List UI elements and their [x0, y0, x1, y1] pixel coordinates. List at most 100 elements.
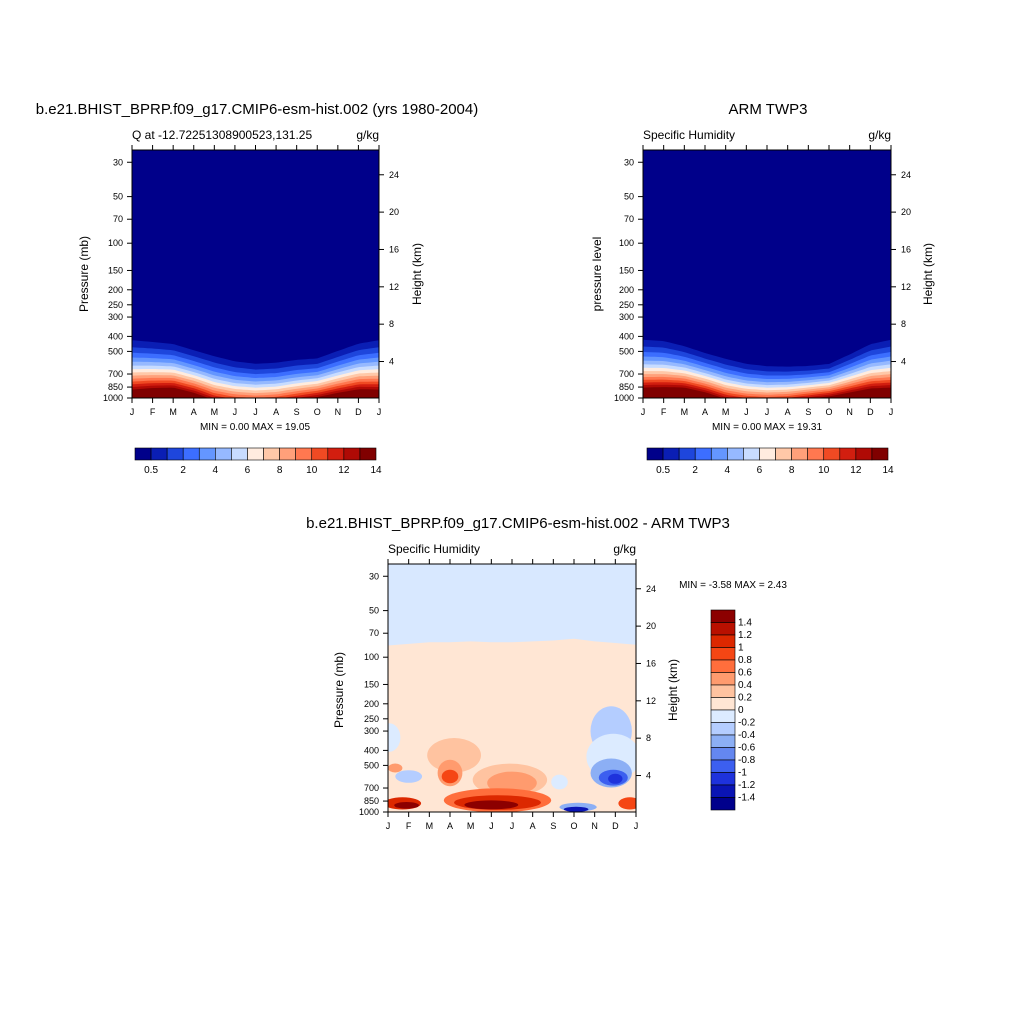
pressure-tick-label: 300 [364, 726, 379, 736]
colorbar-swatch [710, 722, 736, 736]
colorbar-swatch [198, 447, 216, 461]
panel-obs-ylabel: pressure level [590, 237, 604, 312]
pressure-tick-label: 70 [369, 628, 379, 638]
height-tick-label: 16 [646, 658, 656, 668]
height-tick-label: 4 [389, 357, 394, 367]
pressure-tick-label: 150 [108, 265, 123, 275]
height-tick-label: 8 [901, 319, 906, 329]
colorbar-label: 10 [818, 465, 830, 476]
diff-contour-region [388, 723, 401, 752]
diff-contour-region [618, 797, 636, 810]
panel-diff-ylabel-right: Height (km) [666, 659, 680, 721]
diff-contour-region [464, 800, 519, 810]
month-label: A [191, 407, 197, 417]
month-label: J [253, 407, 258, 417]
month-label: J [744, 407, 749, 417]
pressure-tick-label: 700 [364, 783, 379, 793]
colorbar-swatch [823, 447, 841, 461]
month-label: F [661, 407, 667, 417]
pressure-tick-label: 700 [619, 369, 634, 379]
colorbar-label: 2 [180, 465, 186, 476]
month-label: N [335, 407, 342, 417]
month-label: D [612, 821, 619, 831]
pressure-tick-label: 30 [113, 157, 123, 167]
month-label: F [406, 821, 412, 831]
month-label: A [702, 407, 708, 417]
month-label: J [386, 821, 391, 831]
colorbar-swatch [710, 709, 736, 723]
month-label: N [846, 407, 853, 417]
pressure-tick-label: 50 [624, 192, 634, 202]
pressure-tick-label: 1000 [359, 807, 379, 817]
pressure-tick-label: 150 [619, 265, 634, 275]
colorbar-label: 8 [277, 465, 283, 476]
colorbar-swatch [871, 447, 889, 461]
colorbar-swatch [791, 447, 808, 461]
panel-obs-stats: MIN = 0.00 MAX = 19.31 [712, 422, 822, 433]
panel-model-ylabel-right: Height (km) [410, 243, 424, 305]
colorbar-label: -1 [738, 768, 747, 779]
colorbar-label: 0.4 [738, 680, 752, 691]
pressure-tick-label: 50 [369, 606, 379, 616]
pressure-tick-label: 70 [624, 214, 634, 224]
colorbar-swatch [710, 759, 736, 773]
colorbar-swatch [727, 447, 744, 461]
colorbar-label: 6 [757, 465, 763, 476]
panel-diff: b.e21.BHIST_BPRP.f09_g17.CMIP6-esm-hist.… [306, 515, 787, 831]
month-label: D [867, 407, 874, 417]
height-tick-label: 12 [646, 696, 656, 706]
colorbar-label: 4 [725, 465, 731, 476]
month-label: J [233, 407, 238, 417]
diff-contour-region [563, 806, 589, 812]
colorbar-swatch [710, 784, 736, 798]
colorbar-label: 0 [738, 705, 744, 716]
pressure-tick-label: 200 [108, 285, 123, 295]
colorbar-swatch [807, 447, 825, 461]
colorbar-swatch [710, 772, 736, 786]
colorbar-label: 2 [692, 465, 698, 476]
colorbar-swatch [775, 447, 792, 461]
pressure-tick-label: 100 [364, 652, 379, 662]
panel-diff-subtitle-left: Specific Humidity [388, 542, 480, 556]
colorbar-label: 0.5 [656, 465, 670, 476]
colorbar-swatch [150, 447, 168, 461]
panel-obs-ylabel-right: Height (km) [921, 243, 935, 305]
panel-diff-contour-field [388, 564, 636, 812]
month-label: M [211, 407, 219, 417]
colorbar-label: 1 [738, 643, 744, 654]
colorbar-label: -1.2 [738, 780, 756, 791]
month-label: M [426, 821, 434, 831]
pressure-tick-label: 70 [113, 214, 123, 224]
colorbar-swatch [839, 447, 857, 461]
pressure-tick-label: 500 [364, 760, 379, 770]
height-tick-label: 12 [389, 282, 399, 292]
colorbar-label: -0.6 [738, 743, 756, 754]
colorbar-swatch [694, 447, 712, 461]
colorbar-label: 12 [338, 465, 350, 476]
colorbar-swatch [759, 447, 776, 461]
colorbar-swatch [134, 447, 152, 461]
height-tick-label: 20 [389, 207, 399, 217]
colorbar-swatch [166, 447, 184, 461]
colorbar-swatch [710, 609, 736, 623]
height-tick-label: 24 [646, 584, 656, 594]
height-tick-label: 24 [389, 170, 399, 180]
month-label: J [765, 407, 770, 417]
height-tick-label: 16 [901, 244, 911, 254]
panel-diff-colorbar: 1.41.210.80.60.40.20-0.2-0.4-0.6-0.8-1-1… [710, 609, 756, 811]
pressure-tick-label: 150 [364, 679, 379, 689]
panel-diff-title: b.e21.BHIST_BPRP.f09_g17.CMIP6-esm-hist.… [306, 515, 730, 532]
colorbar-swatch [311, 447, 329, 461]
colorbar-swatch [279, 447, 296, 461]
pressure-tick-label: 400 [364, 745, 379, 755]
colorbar-swatch [710, 697, 736, 711]
pressure-tick-label: 500 [619, 346, 634, 356]
month-label: O [825, 407, 832, 417]
month-label: S [805, 407, 811, 417]
height-tick-label: 8 [646, 733, 651, 743]
height-tick-label: 20 [901, 207, 911, 217]
month-label: O [314, 407, 321, 417]
month-label: J [634, 821, 639, 831]
